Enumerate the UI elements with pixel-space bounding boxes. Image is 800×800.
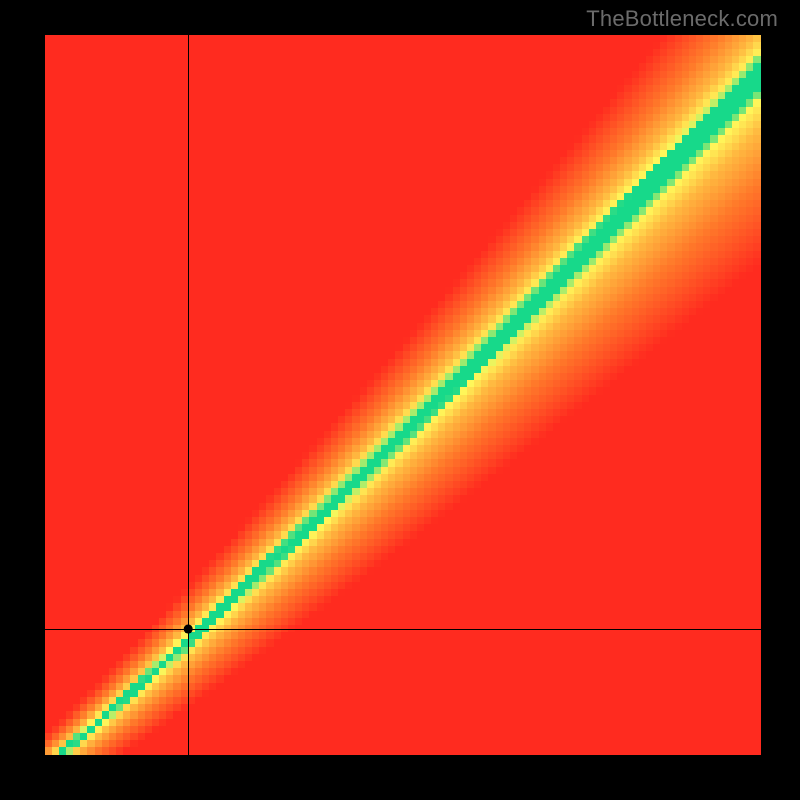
heatmap-canvas	[45, 35, 761, 755]
watermark-text: TheBottleneck.com	[586, 6, 778, 32]
bottleneck-heatmap	[45, 35, 761, 755]
